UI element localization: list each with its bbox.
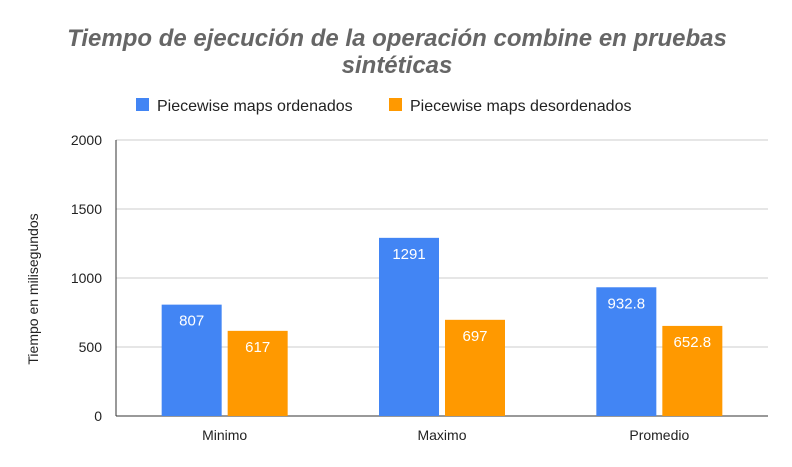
data-label: 932.8 <box>608 295 646 312</box>
data-label: 1291 <box>392 246 425 263</box>
bar-ordenados-promedio <box>596 287 657 416</box>
y-tick-label: 500 <box>79 339 103 355</box>
y-tick-label: 1500 <box>71 201 102 217</box>
legend-label-ordenados: Piecewise maps ordenados <box>157 98 353 115</box>
x-tick-label: Promedio <box>629 427 689 443</box>
legend-swatch-desordenados <box>389 98 402 111</box>
bar-ordenados-minimo <box>161 304 222 416</box>
y-axis-label: Tiempo en milisegundos <box>25 213 41 364</box>
y-tick-label: 1000 <box>71 270 102 286</box>
chart-title-line-2: sintéticas <box>342 52 453 79</box>
chart-title-line-1: Tiempo de ejecución de la operación comb… <box>67 25 727 52</box>
bar-desordenados-promedio <box>662 325 723 416</box>
bars: 807 617 1291 697 932.8 652.8 <box>161 237 723 416</box>
x-tick-labels: Minimo Maximo Promedio <box>202 427 689 443</box>
y-tick-labels: 0 500 1000 1500 2000 <box>71 132 102 424</box>
data-label: 617 <box>245 339 270 356</box>
x-tick-label: Minimo <box>202 427 247 443</box>
y-tick-label: 0 <box>94 408 102 424</box>
bar-desordenados-minimo <box>227 330 288 416</box>
gridlines <box>115 139 768 417</box>
legend-label-desordenados: Piecewise maps desordenados <box>410 98 631 115</box>
x-tick-label: Maximo <box>417 427 466 443</box>
data-label: 807 <box>179 313 204 330</box>
data-label: 697 <box>462 328 487 345</box>
bar-desordenados-maximo <box>445 319 505 416</box>
legend-swatch-ordenados <box>136 98 149 111</box>
y-tick-label: 2000 <box>71 132 102 148</box>
bar-ordenados-maximo <box>379 237 439 416</box>
data-label: 652.8 <box>674 334 712 351</box>
legend: Piecewise maps ordenados Piecewise maps … <box>136 98 631 115</box>
